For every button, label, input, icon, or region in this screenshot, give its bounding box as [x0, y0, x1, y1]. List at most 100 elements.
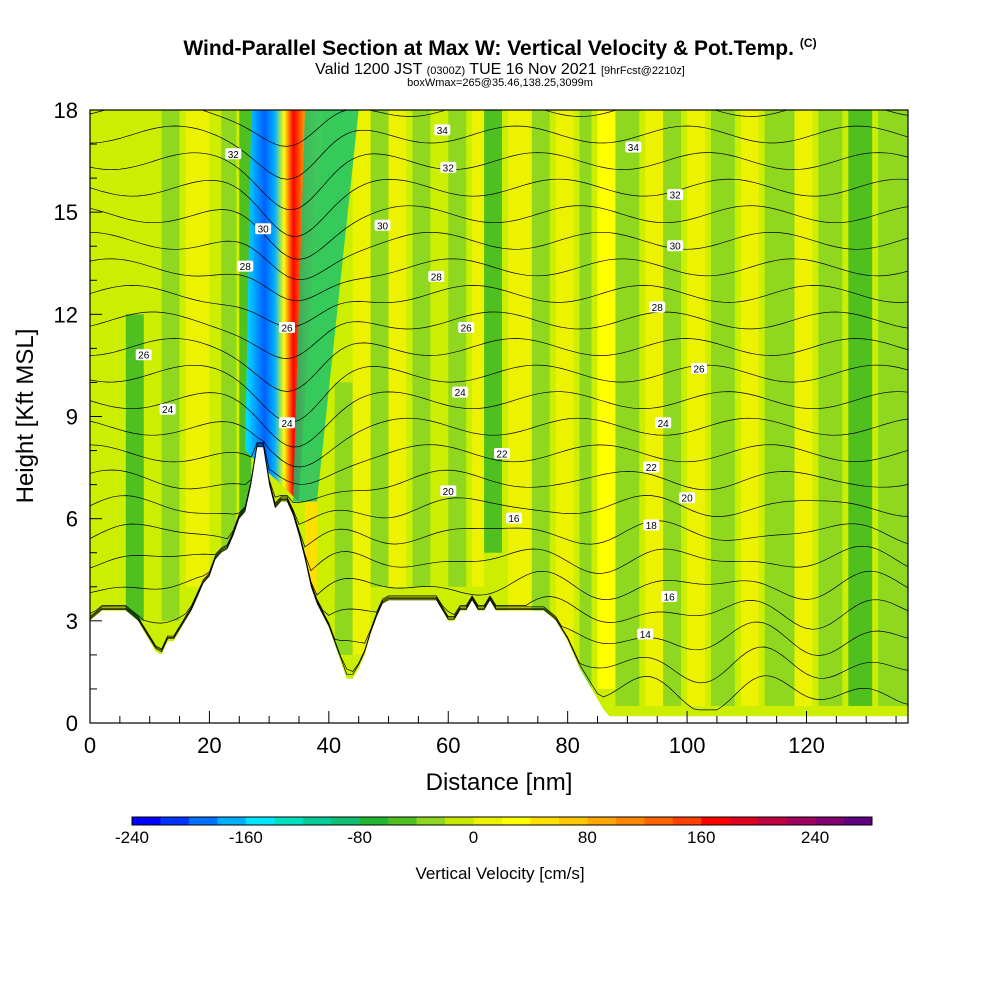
velocity-band: [352, 110, 371, 655]
theta-contour-line: [90, 451, 908, 656]
contour-label: 24: [455, 388, 467, 399]
contour-label: 28: [431, 272, 443, 283]
chart-title-text: Wind-Parallel Section at Max W: Vertical…: [183, 37, 794, 60]
theta-contour-line: [90, 441, 908, 485]
colorbar-tick-label: -80: [347, 828, 372, 847]
contour-label: 30: [258, 225, 270, 236]
velocity-band: [412, 110, 431, 587]
x-tick-label: 100: [669, 733, 706, 758]
colorbar-cell: [843, 817, 873, 825]
velocity-band: [472, 110, 485, 587]
contour-label-bg: [493, 447, 510, 459]
contour-label-bg: [667, 189, 684, 201]
theta-contour-line: [90, 231, 908, 281]
colorbar-label: Vertical Velocity [cm/s]: [415, 864, 585, 883]
velocity-band: [125, 314, 144, 621]
contour-label: 26: [461, 323, 473, 334]
velocity-bands: [125, 110, 908, 706]
contour-label: 24: [658, 419, 670, 430]
colorbar-cell: [701, 817, 730, 825]
x-tick-label: 80: [555, 733, 579, 758]
contour-label-bg: [643, 461, 660, 473]
theta-contour-labels: 14 16 16 18 20 20 22 22 24 24 24 24 26 26 26 26 28 28 28 30…: [135, 124, 708, 641]
colorbar-cell: [359, 817, 389, 825]
theta-contour-line: [90, 110, 908, 147]
contour-label: 16: [508, 514, 520, 525]
colorbar-tick-label: -240: [115, 828, 149, 847]
theta-contour-line: [90, 205, 908, 260]
lee-downdraft-band: [293, 110, 359, 502]
theta-contour-line: [90, 448, 908, 600]
velocity-band: [579, 110, 592, 689]
contour-label: 20: [682, 494, 694, 505]
contour-label: 24: [281, 419, 293, 430]
contour-label-bg: [679, 492, 696, 504]
theta-contour-line: [90, 391, 908, 448]
contour-label-bg: [440, 161, 457, 173]
box-info: boxWmax=265@35.46,138.25,3099m: [407, 77, 593, 89]
colorbar-cell: [245, 817, 275, 825]
contour-label: 26: [281, 323, 293, 334]
theta-contour-line: [90, 311, 908, 359]
x-tick-label: 60: [436, 733, 460, 758]
contour-label: 18: [646, 521, 658, 532]
velocity-band: [663, 110, 682, 706]
colorbar-cell: [729, 817, 759, 825]
contour-label-bg: [279, 417, 296, 429]
colorbar-cell: [502, 817, 531, 825]
y-axis-label: Height [Kft MSL]: [12, 329, 39, 504]
colorbar-cell: [160, 817, 190, 825]
contour-label-bg: [434, 124, 451, 136]
contour-label: 22: [646, 463, 658, 474]
theta-contour-line: [90, 443, 908, 503]
colorbar-tick-label: 0: [469, 828, 478, 847]
y-tick-label: 6: [66, 507, 78, 532]
valid-time: Valid 1200 JST: [315, 61, 423, 78]
velocity-band: [448, 110, 467, 587]
contour-label-bg: [655, 417, 672, 429]
colorbar-cell: [473, 817, 503, 825]
contour-label: 34: [628, 143, 640, 154]
velocity-band: [818, 110, 843, 706]
velocity-band: [484, 110, 502, 553]
contour-label-bg: [225, 148, 242, 160]
colorbar-cell: [615, 817, 645, 825]
colorbar-cell: [445, 817, 474, 825]
theta-contours: [90, 110, 908, 711]
colorbar-cell: [530, 817, 560, 825]
valid-utc: (0300Z): [426, 65, 466, 77]
contour-label-bg: [440, 485, 457, 497]
theta-contour-line: [90, 445, 908, 548]
contour-label-bg: [661, 590, 678, 602]
chart-title: Wind-Parallel Section at Max W: Vertical…: [0, 36, 1000, 61]
velocity-band: [710, 110, 735, 706]
chart-subtitle: Valid 1200 JST (0300Z) TUE 16 Nov 2021 […: [0, 61, 1000, 79]
contour-label-bg: [135, 349, 152, 361]
y-tick-label: 12: [54, 302, 78, 327]
colorbar-tick-label: 160: [687, 828, 715, 847]
colorbar-cell: [188, 817, 218, 825]
y-tick-label: 9: [66, 405, 78, 430]
colorbar-cell: [416, 817, 446, 825]
valid-day: TUE 16 Nov 2021: [469, 61, 597, 78]
contour-label-bg: [505, 512, 522, 524]
velocity-band: [239, 110, 252, 519]
colorbar-cell: [587, 817, 617, 825]
contour-label: 30: [670, 242, 682, 253]
contour-label-bg: [649, 301, 666, 313]
contour-label-bg: [458, 321, 475, 333]
contour-label: 14: [640, 630, 652, 641]
x-axis-label: Distance [nm]: [426, 769, 573, 796]
contour-label: 34: [437, 126, 449, 137]
velocity-band: [221, 110, 237, 553]
contour-label: 32: [670, 191, 682, 202]
velocity-band: [740, 110, 759, 706]
colorbar-cell: [815, 817, 844, 825]
velocity-band: [304, 450, 317, 621]
axis-tick-labels: 0 20 40 60 80 100 120 0 3 6 9 12 15 18: [54, 98, 825, 758]
contour-label-bg: [667, 240, 684, 252]
contour-label-bg: [691, 362, 708, 374]
forecast-info: [9hrFcst@2210z]: [600, 65, 685, 77]
